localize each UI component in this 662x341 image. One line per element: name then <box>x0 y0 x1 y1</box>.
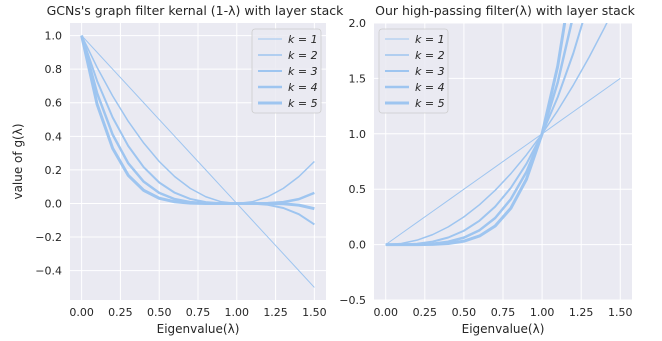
series-line-k2 <box>80 35 315 205</box>
legend-label: k = 1 <box>288 33 318 46</box>
series-line-k5 <box>385 23 567 247</box>
legend-label: k = 3 <box>415 65 445 78</box>
y-tick-label: −0.5 <box>339 294 366 307</box>
legend: k = 1 k = 2 k = 3 k = 4 k = 5 <box>251 28 322 114</box>
series-line-k3 <box>385 23 584 246</box>
x-tick-label: 1.50 <box>608 306 633 319</box>
y-tick-label: −0.4 <box>35 265 62 278</box>
series-line-k3 <box>80 35 315 226</box>
y-tick-label: 1.5 <box>349 72 367 85</box>
y-tick-label: 0.8 <box>45 63 63 76</box>
y-tick-label: −0.2 <box>35 231 62 244</box>
x-tick-label: 0.75 <box>491 306 516 319</box>
y-tick-label: 0.2 <box>45 164 63 177</box>
legend-label: k = 2 <box>415 49 445 62</box>
x-tick-label: 1.25 <box>569 306 594 319</box>
right-chart: 0.00 0.25 0.50 0.75 1.00 1.25 1.50 2.0 1.5 1.0 0.5… <box>339 3 636 336</box>
x-axis-label: Eigenvalue(λ) <box>462 322 545 336</box>
y-tick-label: 0.6 <box>45 97 63 110</box>
legend-label: k = 4 <box>415 81 445 94</box>
y-tick-label: 0.5 <box>349 183 367 196</box>
y-tick-label: 0.4 <box>45 130 63 143</box>
series-line-k5 <box>80 35 315 211</box>
x-axis-label: Eigenvalue(λ) <box>157 322 240 336</box>
chart-title: Our high-passing filter(λ) with layer st… <box>375 3 636 18</box>
x-tick-label: 0.50 <box>147 306 172 319</box>
x-tick-label: 1.25 <box>263 306 288 319</box>
x-tick-label: 1.00 <box>530 306 555 319</box>
x-tick-label: 0.25 <box>108 306 133 319</box>
y-tick-label: 0.0 <box>349 239 367 252</box>
left-chart: 0.00 0.25 0.50 0.75 1.00 1.25 1.50 1.0 0.8 0.6 0.4… <box>11 3 344 336</box>
legend-label: k = 2 <box>288 49 318 62</box>
legend-box <box>378 28 449 114</box>
series-line-k2 <box>385 23 608 246</box>
x-tick-label: 0.75 <box>186 306 211 319</box>
legend-label: k = 5 <box>288 97 318 110</box>
legend-label: k = 3 <box>288 65 318 78</box>
legend-box <box>251 28 322 114</box>
legend-label: k = 1 <box>415 33 445 46</box>
legend-label: k = 4 <box>288 81 318 94</box>
x-tick-label: 1.50 <box>302 306 327 319</box>
y-axis-label: value of g(λ) <box>11 123 25 199</box>
x-tick-label: 0.25 <box>413 306 438 319</box>
chart-title: GCNs's graph filter kernal (1-λ) with la… <box>47 3 345 18</box>
y-tick-label: 0.0 <box>45 197 63 210</box>
x-tick-label: 1.00 <box>225 306 250 319</box>
y-tick-label: 2.0 <box>349 17 367 30</box>
series-line-k1 <box>385 77 621 246</box>
x-tick-label: 0.00 <box>373 306 398 319</box>
x-tick-label: 0.00 <box>69 306 94 319</box>
legend-label: k = 5 <box>415 97 445 110</box>
y-tick-label: 1.0 <box>45 30 63 43</box>
x-tick-label: 0.50 <box>452 306 477 319</box>
legend: k = 1 k = 2 k = 3 k = 4 k = 5 <box>378 28 449 114</box>
y-tick-label: 1.0 <box>349 128 367 141</box>
series-line-k1 <box>81 35 315 288</box>
